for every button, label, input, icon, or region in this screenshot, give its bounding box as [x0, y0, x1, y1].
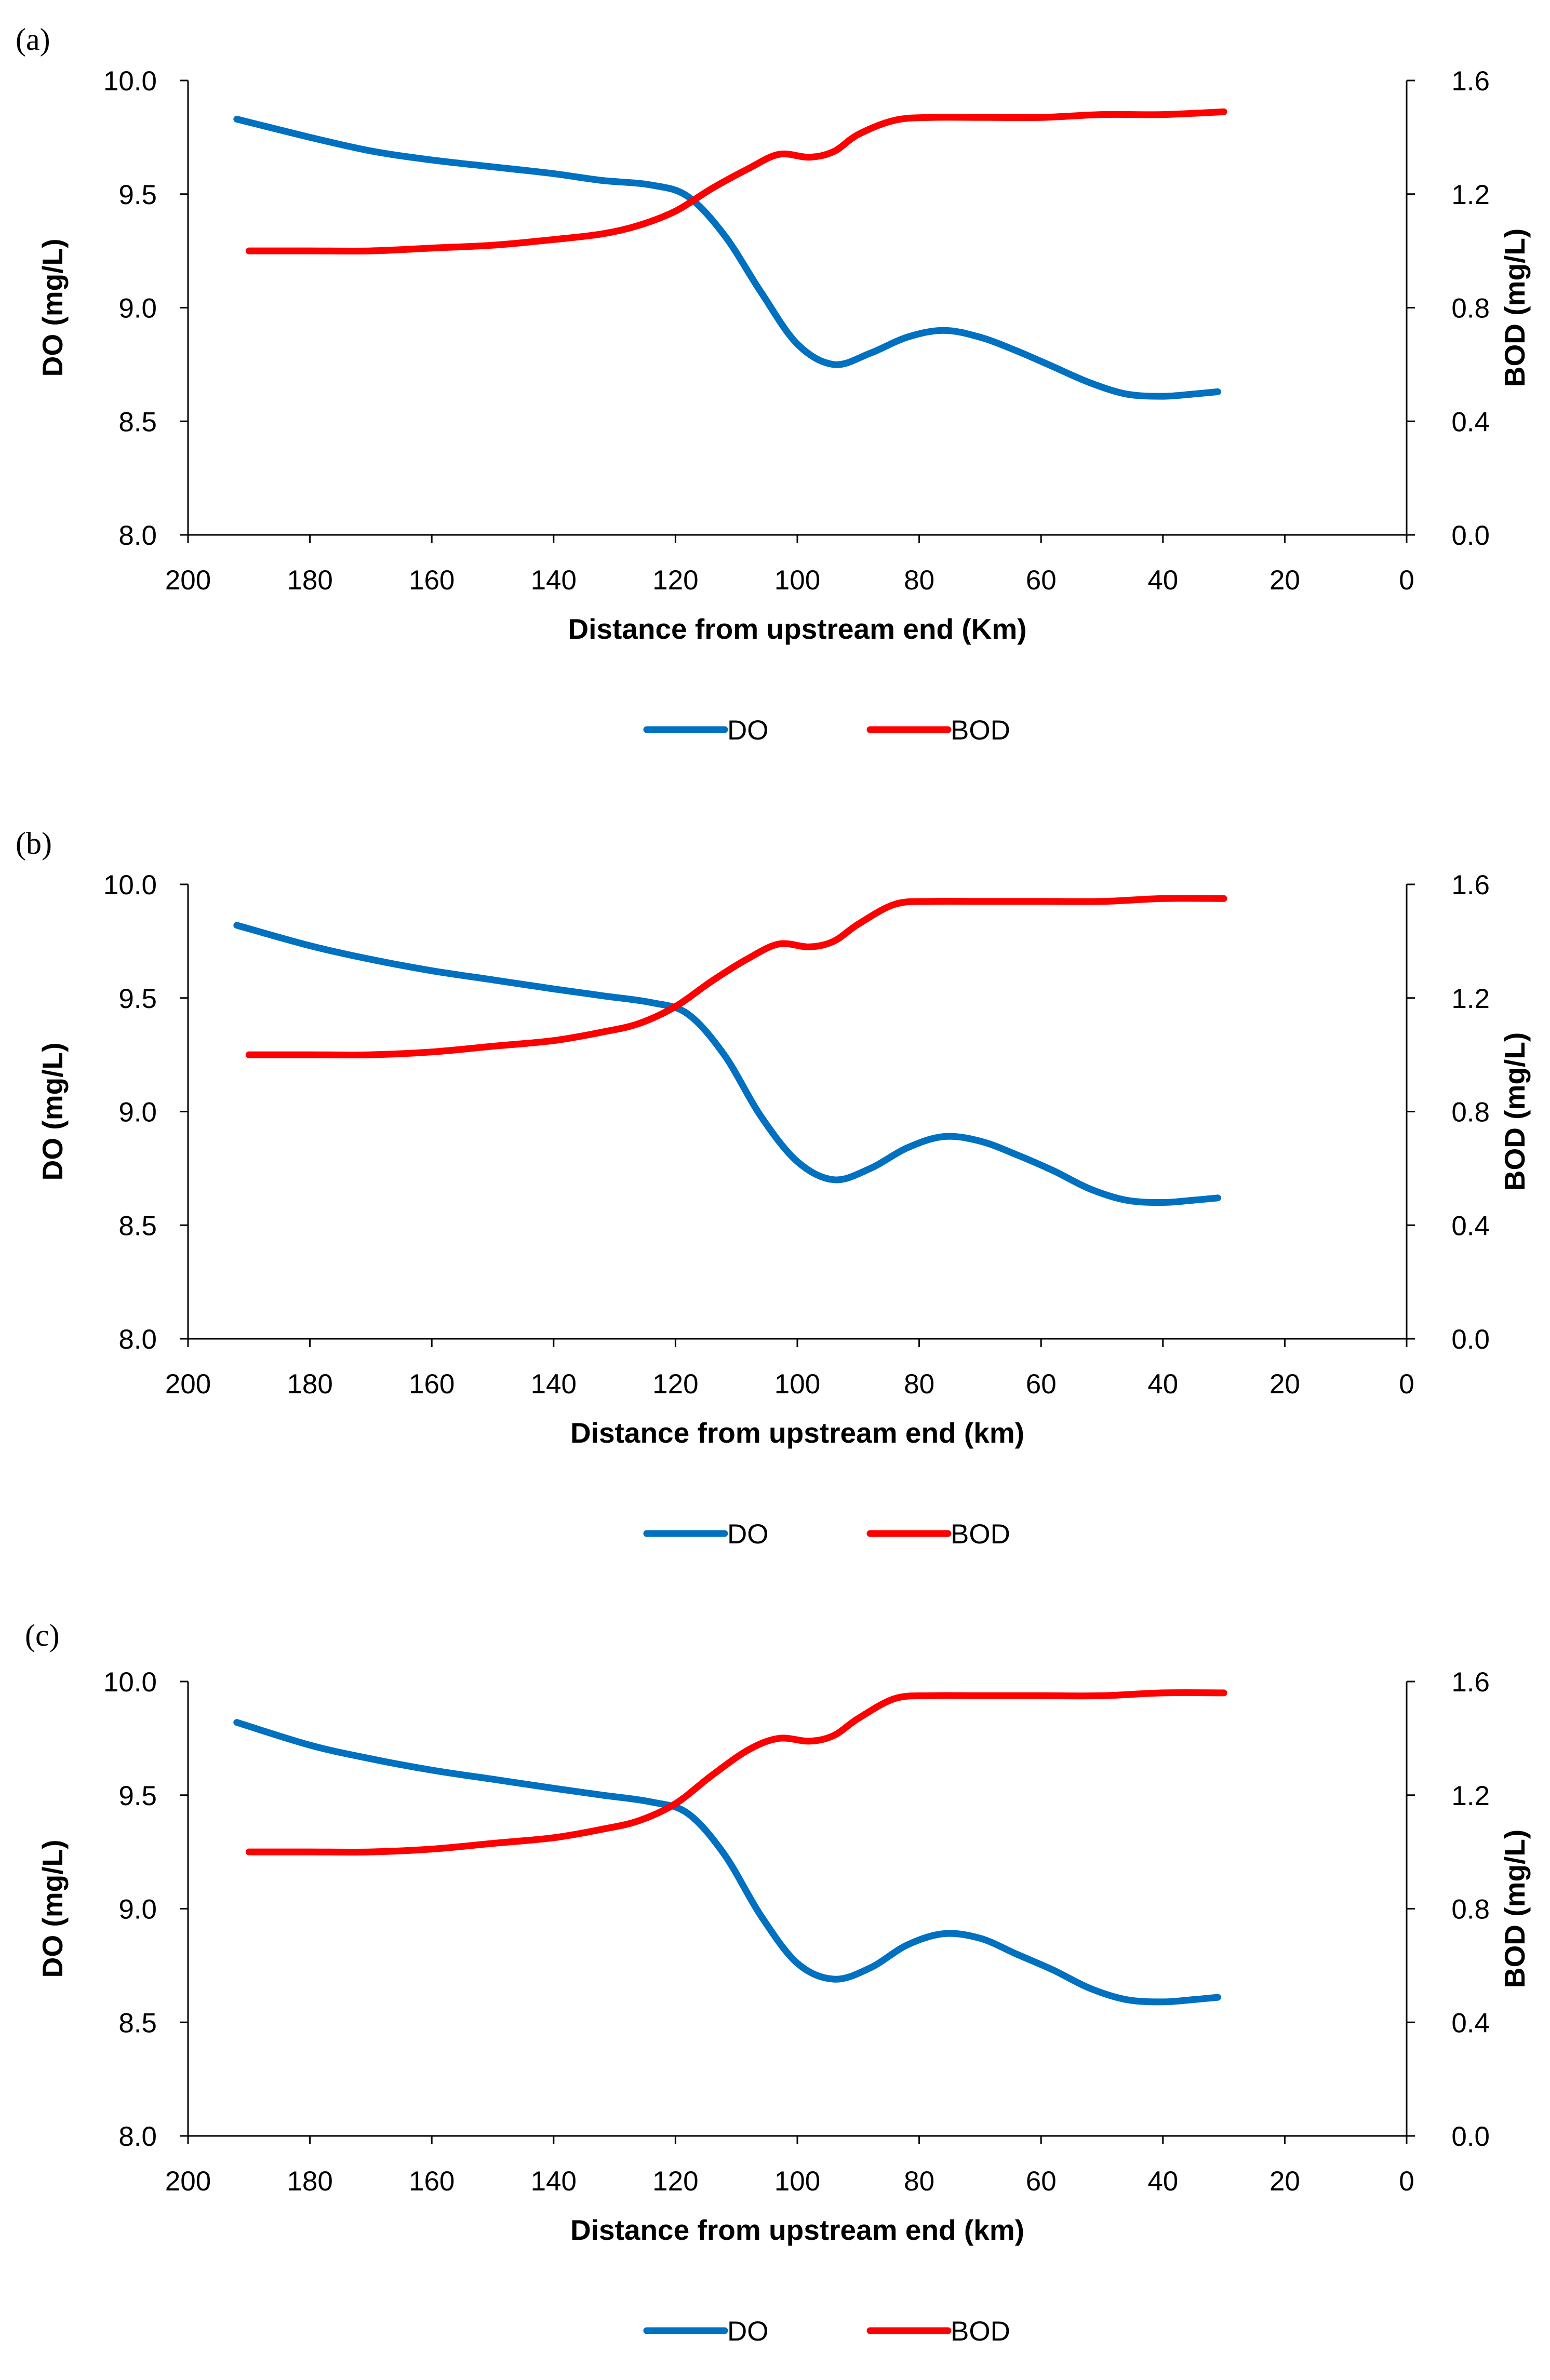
x-tick-label: 80	[904, 1369, 934, 1400]
y-tick-label: 8.5	[118, 2008, 157, 2038]
x-tick-label: 60	[1026, 565, 1057, 596]
x-tick-label: 160	[409, 2166, 455, 2197]
x-tick-label: 0	[1399, 1369, 1414, 1400]
y-tick-label: 8.0	[118, 1324, 157, 1355]
panel-label: (a)	[16, 22, 50, 57]
chart-svg: 200 180 160 140 120 100 80 60 40 20 08.08.59.09.51…	[36, 1667, 1531, 2347]
x-tick-label: 200	[165, 2166, 211, 2197]
series-line-bod	[245, 1689, 1227, 1855]
y2-tick-label: 1.6	[1451, 1667, 1490, 1698]
x-tick-label: 20	[1270, 565, 1300, 596]
y2-tick-label: 0.0	[1451, 520, 1490, 551]
x-tick-label: 0	[1399, 2166, 1414, 2197]
x-tick-label: 120	[652, 565, 698, 596]
x-tick-label: 40	[1147, 565, 1178, 596]
legend-label-do: DO	[727, 1519, 769, 1550]
y-tick-label: 8.5	[118, 1211, 157, 1241]
x-tick-label: 180	[287, 2166, 332, 2197]
x-tick-label: 180	[287, 1369, 332, 1400]
x-tick-label: 20	[1270, 2166, 1300, 2197]
y-tick-label: 9.0	[118, 1894, 157, 1925]
y-axis-label: DO (mg/L)	[36, 1043, 69, 1181]
series-line-do	[233, 922, 1221, 1206]
y2-tick-label: 0.8	[1451, 1097, 1490, 1128]
x-axis-label: Distance from upstream end (km)	[570, 2214, 1024, 2246]
x-axis-label: Distance from upstream end (Km)	[568, 613, 1026, 645]
legend-label-bod: BOD	[951, 715, 1010, 746]
x-tick-label: 100	[774, 2166, 820, 2197]
y-tick-label: 8.0	[118, 2121, 157, 2152]
series-line-bod	[245, 895, 1227, 1058]
y2-tick-label: 1.6	[1451, 870, 1490, 900]
series-line-do	[233, 1719, 1221, 2006]
y2-tick-label: 0.0	[1451, 1324, 1490, 1355]
y-tick-label: 9.5	[118, 1781, 157, 1811]
legend-label-bod: BOD	[951, 2316, 1010, 2347]
y-tick-label: 8.0	[118, 520, 157, 551]
y2-tick-label: 0.8	[1451, 293, 1490, 324]
chart-svg: 200 180 160 140 120 100 80 60 40 20 08.08.59.09.51…	[36, 870, 1531, 1550]
x-tick-label: 180	[287, 565, 332, 596]
y2-tick-label: 1.2	[1451, 984, 1490, 1014]
y-tick-label: 9.0	[118, 293, 157, 324]
y-tick-label: 8.5	[118, 407, 157, 437]
y-tick-label: 10.0	[103, 1667, 157, 1698]
y-tick-label: 10.0	[103, 66, 157, 97]
y2-tick-label: 0.4	[1451, 1211, 1490, 1241]
x-tick-label: 80	[904, 2166, 934, 2197]
y2-tick-label: 1.2	[1451, 180, 1490, 210]
x-tick-label: 120	[652, 2166, 698, 2197]
x-tick-label: 120	[652, 1369, 698, 1400]
x-tick-label: 60	[1026, 1369, 1057, 1400]
chart-svg: 200 180 160 140 120 100 80 60 40 20 08.08.59.09.51…	[36, 66, 1531, 746]
x-axis-label: Distance from upstream end (km)	[570, 1417, 1024, 1449]
y-tick-label: 10.0	[103, 870, 157, 900]
x-tick-label: 160	[409, 565, 455, 596]
x-tick-label: 140	[531, 1369, 577, 1400]
x-tick-label: 200	[165, 565, 211, 596]
x-tick-label: 20	[1270, 1369, 1300, 1400]
y2-tick-label: 1.6	[1451, 66, 1490, 97]
x-tick-label: 140	[531, 565, 577, 596]
x-tick-label: 80	[904, 565, 934, 596]
x-tick-label: 0	[1399, 565, 1414, 596]
y-tick-label: 9.5	[118, 180, 157, 210]
y2-tick-label: 1.2	[1451, 1781, 1490, 1811]
y2-axis-label: BOD (mg/L)	[1499, 1032, 1531, 1191]
y-axis-label: DO (mg/L)	[36, 1840, 69, 1978]
legend-label-bod: BOD	[951, 1519, 1010, 1550]
x-tick-label: 140	[531, 2166, 577, 2197]
legend-label-do: DO	[727, 2316, 769, 2347]
y2-tick-label: 0.4	[1451, 2008, 1490, 2038]
x-tick-label: 60	[1026, 2166, 1057, 2197]
chart-panel-c: (c) 200 180 160 140 120 100 80 60 40 20 0 8.0 8.5 9.0…	[0, 1601, 1550, 2380]
x-tick-label: 100	[774, 565, 820, 596]
series-line-do	[233, 115, 1221, 400]
y-tick-label: 9.5	[118, 984, 157, 1014]
panel-label: (c)	[25, 1618, 60, 1652]
x-tick-label: 160	[409, 1369, 455, 1400]
x-tick-label: 200	[165, 1369, 211, 1400]
chart-panel-b: (b) 200 180 160 140 120 100 80 60 40 20 0 8.0 8.5 9.0…	[0, 804, 1550, 1583]
x-tick-label: 100	[774, 1369, 820, 1400]
y-axis-label: DO (mg/L)	[36, 239, 69, 377]
x-tick-label: 40	[1147, 2166, 1178, 2197]
x-tick-label: 40	[1147, 1369, 1178, 1400]
chart-panel-a: (a) 200 180 160 140 120 100 80 60 40 20 0 8.0 8.5 9.0…	[0, 0, 1550, 779]
legend-label-do: DO	[727, 715, 769, 746]
y2-tick-label: 0.0	[1451, 2121, 1490, 2152]
series-line-bod	[245, 108, 1227, 254]
y2-axis-label: BOD (mg/L)	[1499, 1830, 1531, 1988]
y2-tick-label: 0.4	[1451, 407, 1490, 437]
y2-tick-label: 0.8	[1451, 1894, 1490, 1925]
y-tick-label: 9.0	[118, 1097, 157, 1128]
panel-label: (b)	[16, 826, 52, 860]
y2-axis-label: BOD (mg/L)	[1499, 228, 1531, 387]
